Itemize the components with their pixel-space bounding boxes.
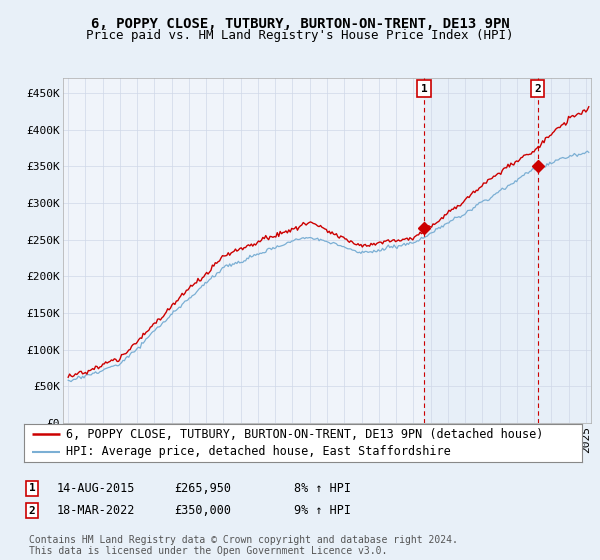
Text: 18-MAR-2022: 18-MAR-2022 — [57, 504, 136, 517]
Bar — [538, 78, 591, 423]
Text: 6, POPPY CLOSE, TUTBURY, BURTON-ON-TRENT, DE13 9PN: 6, POPPY CLOSE, TUTBURY, BURTON-ON-TRENT… — [91, 17, 509, 31]
Text: 6, POPPY CLOSE, TUTBURY, BURTON-ON-TRENT, DE13 9PN (detached house): 6, POPPY CLOSE, TUTBURY, BURTON-ON-TRENT… — [66, 428, 543, 441]
Text: Price paid vs. HM Land Registry's House Price Index (HPI): Price paid vs. HM Land Registry's House … — [86, 29, 514, 43]
Text: HPI: Average price, detached house, East Staffordshire: HPI: Average price, detached house, East… — [66, 445, 451, 458]
Text: 9% ↑ HPI: 9% ↑ HPI — [294, 504, 351, 517]
Text: 1: 1 — [29, 483, 35, 493]
Text: 14-AUG-2015: 14-AUG-2015 — [57, 482, 136, 495]
Text: 1: 1 — [421, 84, 427, 94]
Bar — [424, 78, 538, 423]
Text: £350,000: £350,000 — [174, 504, 231, 517]
Text: 2: 2 — [535, 84, 541, 94]
Text: 8% ↑ HPI: 8% ↑ HPI — [294, 482, 351, 495]
Text: 2: 2 — [29, 506, 35, 516]
Text: Contains HM Land Registry data © Crown copyright and database right 2024.
This d: Contains HM Land Registry data © Crown c… — [29, 535, 458, 556]
Text: £265,950: £265,950 — [174, 482, 231, 495]
